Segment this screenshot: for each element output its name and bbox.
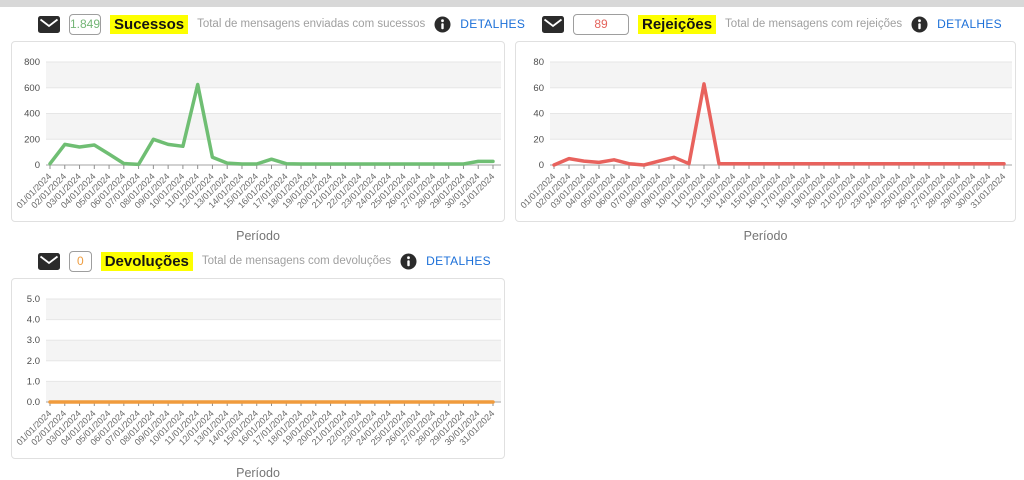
sucessos-detalhes-link[interactable]: DETALHES [460,17,526,31]
svg-text:60: 60 [533,83,544,94]
panel-rejeicoes: 89 Rejeições Total de mensagens com reje… [515,7,1016,243]
panel-sucessos: 1.849 Sucessos Total de mensagens enviad… [11,7,525,243]
svg-text:40: 40 [533,109,544,120]
sucessos-xaxis-title: Período [236,229,280,243]
panel-devolucoes-header: 0 Devoluções Total de mensagens com devo… [11,244,505,278]
devolucoes-detalhes-link[interactable]: DETALHES [426,254,491,268]
svg-text:4.0: 4.0 [27,315,40,326]
info-icon[interactable] [911,16,928,33]
devolucoes-label: Devoluções [100,251,193,271]
svg-text:200: 200 [24,134,40,145]
svg-text:0: 0 [35,160,40,171]
svg-text:20: 20 [533,134,544,145]
sucessos-label: Sucessos [110,14,189,34]
sucessos-count: 1.849 [69,13,102,35]
devolucoes-line-chart: 0.01.02.03.04.05.001/01/202402/01/202403… [14,294,501,447]
info-icon[interactable] [400,253,417,270]
svg-text:600: 600 [24,83,40,94]
devolucoes-count: 0 [69,250,92,272]
svg-text:3.0: 3.0 [27,335,40,346]
sucessos-line-chart: 020040060080001/01/202402/01/202403/01/2… [14,57,501,210]
rejeicoes-detalhes-link[interactable]: DETALHES [937,17,1002,31]
info-icon[interactable] [434,16,451,33]
svg-text:2.0: 2.0 [27,356,40,367]
svg-text:1.0: 1.0 [27,376,40,387]
rejeicoes-chart-card: 0 20 40 60 80 01/01/2024 02/01/2024 03/01/2024 0… [515,41,1016,222]
sucessos-chart-card: 0 200 400 600 800 01/01/2024 02/01/2024 03/01/2… [11,41,505,222]
rejeicoes-xaxis-title: Período [743,229,788,243]
sucessos-subtitle: Total de mensagens enviadas com sucessos [197,18,426,30]
panel-devolucoes: 0 Devoluções Total de mensagens com devo… [11,244,505,480]
rejeicoes-line-chart: 02040608001/01/202402/01/202403/01/20240… [518,57,1012,210]
svg-text:80: 80 [533,57,544,68]
rejeicoes-count: 89 [573,13,629,35]
devolucoes-subtitle: Total de mensagens com devoluções [201,255,392,267]
svg-text:0.0: 0.0 [27,397,40,408]
svg-text:5.0: 5.0 [27,294,40,305]
envelope-icon [38,15,60,33]
svg-text:800: 800 [24,57,40,68]
panel-rejeicoes-header: 89 Rejeições Total de mensagens com reje… [515,7,1016,41]
devolucoes-chart-card: 0.0 1.0 2.0 3.0 4.0 5.0 01/01/2024 02/01/2024 03… [11,278,505,459]
dashboard: 1.849 Sucessos Total de mensagens enviad… [0,7,1024,480]
rejeicoes-label: Rejeições [638,14,717,34]
svg-text:400: 400 [24,109,40,120]
devolucoes-xaxis-title: Período [236,466,280,480]
panel-sucessos-header: 1.849 Sucessos Total de mensagens enviad… [11,7,525,41]
envelope-icon [542,15,564,33]
rejeicoes-subtitle: Total de mensagens com rejeições [725,18,903,30]
envelope-icon [38,252,60,270]
empty-cell [515,244,1016,479]
top-bar [0,0,1024,7]
svg-text:0: 0 [539,160,544,171]
